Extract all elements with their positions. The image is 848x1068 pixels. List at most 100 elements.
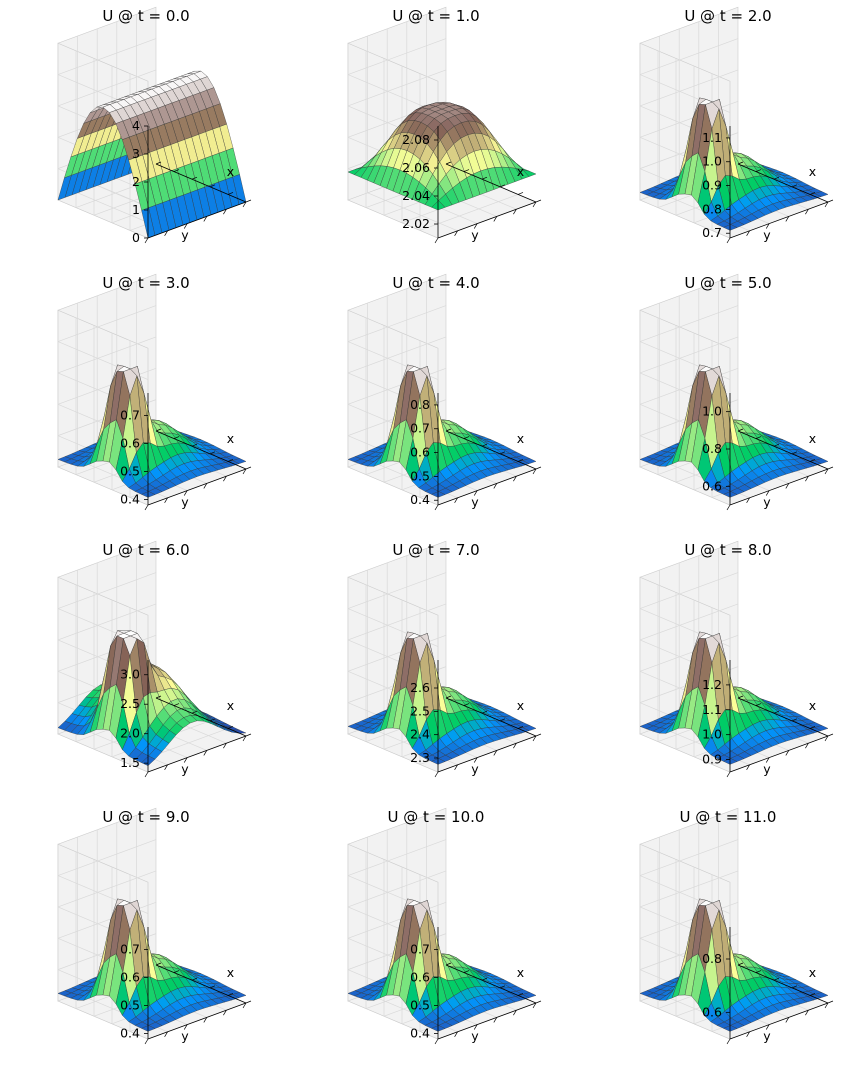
x-axis-line [737,163,829,203]
z-axis: 0.9 1.0 1.1 1.2 [702,660,731,772]
x-axis-label: x [809,431,816,446]
surface [639,97,829,231]
z-tick-label: 2 [132,174,140,189]
z-tick-label: 0 [132,230,140,245]
z-axis: 0.4 0.5 0.6 0.7 [410,927,439,1040]
x-axis-line [155,430,247,470]
subplot-title: U @ t = 11.0 [680,808,777,826]
subplot-title: U @ t = 6.0 [102,541,189,559]
z-tick-label: 0.7 [410,421,430,436]
surface [57,630,247,766]
z-tick-label: 0.5 [410,468,430,483]
z-tick-label: 0.7 [120,407,140,422]
y-axis-label: y [763,495,771,510]
subplot-7: 2.3 2.4 2.5 2.6 y x U @ t = 7.0 [347,540,542,778]
surface [57,364,247,498]
subplot-title: U @ t = 4.0 [392,274,479,292]
subplot-title: U @ t = 8.0 [684,541,771,559]
surface [639,631,829,765]
x-axis-line [155,163,247,203]
z-tick-label: 0.8 [702,201,722,216]
subplot-3: 0.4 0.5 0.6 0.7 y x U @ t = 3.0 [57,273,252,511]
z-tick-label: 2.4 [410,727,430,742]
y-axis-label: y [763,1029,771,1044]
subplot-2: 0.7 0.8 0.9 1.0 1.1 y x U @ t = 2.0 [639,6,834,244]
y-axis-line [147,201,247,239]
x-axis-label: x [227,164,234,179]
z-tick-label: 0.7 [410,941,430,956]
x-axis-label: x [517,965,524,980]
y-axis-label: y [181,762,189,777]
z-tick-label: 0.6 [702,1004,722,1019]
y-axis-line [147,735,247,773]
z-tick-label: 2.5 [410,703,430,718]
subplot-title: U @ t = 3.0 [102,274,189,292]
y-axis-label: y [471,228,479,243]
z-tick-label: 0.7 [702,225,722,240]
x-axis-line [737,430,829,470]
y-axis-line [147,1002,247,1040]
z-tick-label: 0.4 [120,1025,140,1040]
x-axis-line [737,964,829,1004]
y-axis-label: y [763,228,771,243]
x-axis-line [737,697,829,737]
x-axis-label: x [227,965,234,980]
subplot-title: U @ t = 5.0 [684,274,771,292]
y-axis-line [729,735,829,773]
y-axis-line [729,468,829,506]
surface [347,898,537,1032]
z-tick-label: 0.4 [410,1025,430,1040]
x-axis-label: x [227,698,234,713]
surface [57,70,247,239]
y-axis-line [729,201,829,239]
z-axis: 0 1 2 3 4 [132,118,149,245]
subplot-title: U @ t = 0.0 [102,7,189,25]
z-tick-label: 2.06 [402,160,430,175]
subplot-0: 0 1 2 3 4 y x U @ t = 0.0 [57,6,252,245]
subplot-5: 0.6 0.8 1.0 y x U @ t = 5.0 [639,273,834,511]
subplot-10: 0.4 0.5 0.6 0.7 y x U @ t = 10.0 [347,807,542,1045]
z-tick-label: 1.0 [702,727,722,742]
z-tick-label: 0.6 [410,445,430,460]
z-tick-label: 1.5 [120,755,140,770]
subplot-title: U @ t = 2.0 [684,7,771,25]
y-axis-label: y [471,762,479,777]
z-tick-label: 0.8 [702,951,722,966]
z-tick-label: 0.7 [120,941,140,956]
x-axis-label: x [517,431,524,446]
z-axis: 0.7 0.8 0.9 1.0 1.1 [702,126,731,240]
y-axis-label: y [471,495,479,510]
surface [347,364,537,498]
y-axis-line [437,735,537,773]
subplot-title: U @ t = 7.0 [392,541,479,559]
x-axis-label: x [809,965,816,980]
subplot-11: 0.6 0.8 y x U @ t = 11.0 [639,807,834,1045]
x-axis-label: x [809,164,816,179]
z-tick-label: 2.3 [410,750,430,765]
y-axis-label: y [763,762,771,777]
z-tick-label: 3.0 [120,667,140,682]
y-axis-label: y [181,1029,189,1044]
z-tick-label: 0.9 [702,752,722,767]
z-tick-label: 0.4 [120,491,140,506]
z-axis: 0.6 0.8 [702,927,731,1039]
y-axis-line [437,1002,537,1040]
subplot-8: 0.9 1.0 1.1 1.2 y x U @ t = 8.0 [639,540,834,778]
subplot-title: U @ t = 9.0 [102,808,189,826]
z-tick-label: 1.0 [702,154,722,169]
y-axis-label: y [471,1029,479,1044]
x-axis-line [445,430,537,470]
x-axis-line [155,697,247,737]
z-tick-label: 4 [132,118,140,133]
z-tick-label: 1.0 [702,404,722,419]
z-axis: 1.5 2.0 2.5 3.0 [120,660,149,772]
z-tick-label: 0.9 [702,178,722,193]
subplot-4: 0.4 0.5 0.6 0.7 0.8 y x U @ t = 4.0 [347,273,542,511]
x-axis-label: x [517,164,524,179]
z-tick-label: 0.6 [702,478,722,493]
z-tick-label: 2.6 [410,680,430,695]
z-tick-label: 1 [132,202,140,217]
z-axis: 2.3 2.4 2.5 2.6 [410,660,439,772]
